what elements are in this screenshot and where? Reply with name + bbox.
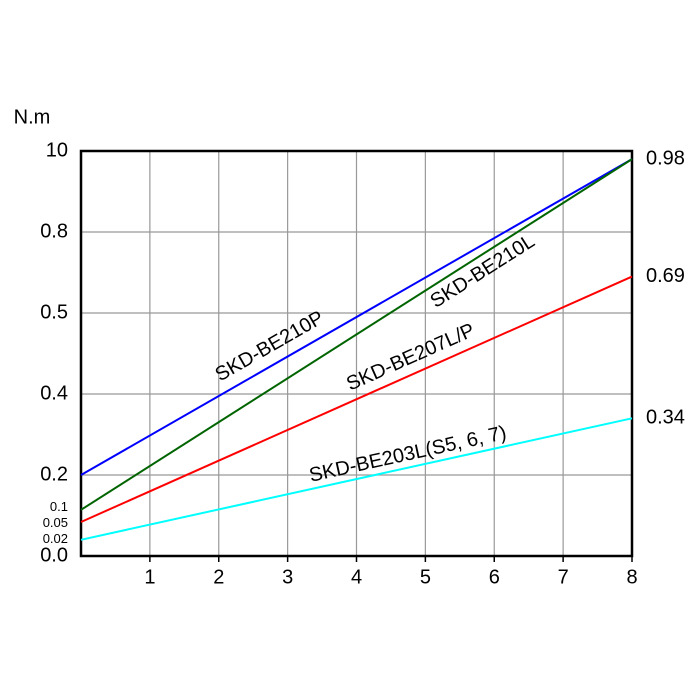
series-line bbox=[80, 158, 633, 476]
y2-tick-label: 0.69 bbox=[646, 265, 685, 287]
x-tick-label: 6 bbox=[489, 566, 500, 588]
plot-frame bbox=[79, 149, 634, 558]
series-label: SKD-BE210L bbox=[427, 230, 539, 312]
y-minor-tick-label: 0.1 bbox=[50, 499, 68, 514]
y-tick-label: 0.5 bbox=[40, 301, 68, 323]
y-tick-label: 0.4 bbox=[40, 382, 68, 404]
x-tick-label: 3 bbox=[282, 566, 293, 588]
x-tick-label: 2 bbox=[213, 566, 224, 588]
y-minor-tick-label: 0.05 bbox=[43, 515, 68, 530]
y2-tick-label: 0.34 bbox=[646, 407, 685, 429]
y-tick-label: 0.8 bbox=[40, 220, 68, 242]
y-tick-label: 0.2 bbox=[40, 463, 68, 485]
y-axis-label: N.m bbox=[14, 106, 51, 128]
x-tick-label: 5 bbox=[420, 566, 431, 588]
series-line bbox=[80, 275, 633, 523]
y-tick-label: 10 bbox=[46, 139, 68, 161]
y2-tick-label: 0.98 bbox=[646, 147, 685, 169]
series-label: SKD-BE210P bbox=[212, 307, 328, 386]
series-line bbox=[80, 158, 633, 511]
series-line bbox=[80, 417, 633, 541]
x-tick-label: 8 bbox=[626, 566, 637, 588]
y-minor-tick-label: 0.02 bbox=[43, 531, 68, 546]
x-tick-label: 4 bbox=[351, 566, 362, 588]
series-label: SKD-BE203L(S5, 6, 7) bbox=[307, 422, 508, 487]
y-tick-label: 0.0 bbox=[40, 544, 68, 566]
x-tick-label: 7 bbox=[558, 566, 569, 588]
x-tick-label: 1 bbox=[144, 566, 155, 588]
